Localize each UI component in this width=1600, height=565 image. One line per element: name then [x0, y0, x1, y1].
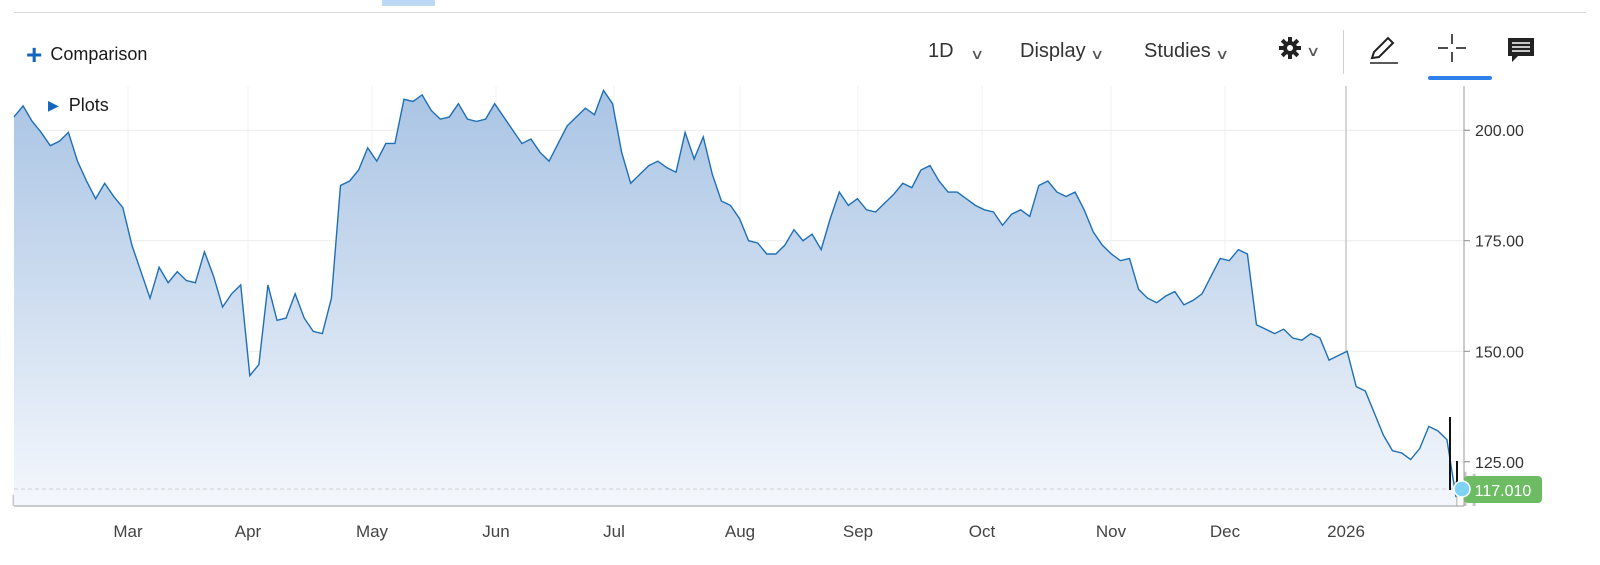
- x-tick-label: Oct: [969, 522, 996, 541]
- last-price-tag: [1464, 476, 1542, 503]
- last-price-dot: [1453, 480, 1471, 498]
- x-tick-label: Nov: [1096, 522, 1127, 541]
- pencil-icon: [1370, 36, 1398, 64]
- gear-icon: [1279, 37, 1301, 59]
- comments-button[interactable]: [1506, 36, 1536, 69]
- top-tab-indicator: [382, 0, 435, 6]
- price-area: [14, 90, 1456, 507]
- last-price-marker: 117.010: [1449, 417, 1542, 503]
- draw-button[interactable]: [1366, 32, 1400, 71]
- plots-label: Plots: [68, 95, 109, 115]
- crosshair-button[interactable]: [1436, 32, 1468, 69]
- chevron-down-icon: ∨: [1305, 42, 1321, 59]
- chart-toolbar: + Comparison 1D ∨ Display ∨ Studies ∨ ∨: [0, 30, 1600, 80]
- comment-icon: [1508, 38, 1534, 62]
- display-label: Display: [1020, 40, 1086, 62]
- comparison-button[interactable]: + Comparison: [26, 38, 148, 70]
- chevron-down-icon: ∨: [1089, 46, 1104, 62]
- plots-toggle[interactable]: ▶ Plots: [48, 95, 109, 116]
- last-price-label: 117.010: [1475, 483, 1532, 500]
- settings-dropdown[interactable]: ∨: [1278, 36, 1321, 60]
- studies-dropdown[interactable]: Studies ∨: [1144, 40, 1230, 63]
- x-tick-label: May: [356, 522, 389, 541]
- x-tick-label: Dec: [1210, 522, 1241, 541]
- x-tick-label: Jun: [482, 522, 509, 541]
- chart-axes: 200.00 175.00 150.00 125.00 Mar Apr May Jun Jul A…: [14, 86, 1524, 541]
- x-tick-label: Mar: [113, 522, 143, 541]
- crosshair-icon: [1438, 34, 1466, 62]
- x-tick-label: Aug: [725, 522, 755, 541]
- y-tick-label: 175.00: [1475, 234, 1524, 251]
- toolbar-separator: [1343, 30, 1344, 74]
- chevron-down-icon: ∨: [969, 46, 984, 62]
- plus-icon: +: [26, 38, 43, 70]
- top-divider: [14, 12, 1586, 13]
- y-tick-label: 200.00: [1475, 123, 1524, 140]
- chevron-down-icon: ∨: [1214, 46, 1230, 62]
- display-dropdown[interactable]: Display ∨: [1020, 40, 1104, 63]
- y-tick-label: 150.00: [1475, 344, 1524, 361]
- interval-dropdown[interactable]: 1D ∨: [928, 40, 984, 63]
- x-tick-label: Jul: [603, 522, 625, 541]
- studies-label: Studies: [1144, 40, 1211, 62]
- interval-label: 1D: [928, 40, 954, 62]
- y-tick-label: 125.00: [1475, 455, 1524, 472]
- x-tick-label: Sep: [843, 522, 873, 541]
- price-line: [13, 88, 1457, 498]
- active-tool-indicator: [1428, 76, 1492, 80]
- triangle-right-icon: ▶: [48, 97, 59, 113]
- comparison-label: Comparison: [50, 44, 148, 64]
- x-tick-label: Apr: [235, 522, 262, 541]
- x-tick-label: 2026: [1327, 522, 1365, 541]
